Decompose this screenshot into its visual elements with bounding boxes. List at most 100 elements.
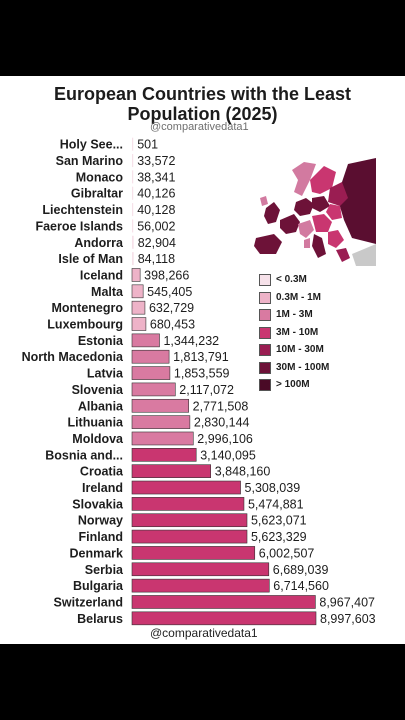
value-label: 501 xyxy=(137,138,158,152)
legend-label: < 0.3M xyxy=(276,274,307,285)
value-label: 5,474,881 xyxy=(248,497,304,511)
category-label: Monaco xyxy=(76,170,124,184)
legend-swatch xyxy=(259,344,271,356)
category-label: Iceland xyxy=(80,268,123,282)
watermark-handle-top: @comparativedata1 xyxy=(150,121,249,133)
category-label: Malta xyxy=(91,285,124,299)
europe-map-image xyxy=(252,158,376,266)
bar xyxy=(132,219,134,233)
value-label: 8,997,603 xyxy=(320,612,376,626)
bar xyxy=(132,170,134,184)
legend-swatch xyxy=(259,379,271,391)
legend-label: > 100M xyxy=(276,379,310,390)
value-label: 2,117,072 xyxy=(179,383,234,397)
value-label: 398,266 xyxy=(144,268,189,282)
bar xyxy=(132,235,134,249)
bar xyxy=(131,595,316,609)
bar xyxy=(131,382,176,397)
category-label: Andorra xyxy=(74,236,124,250)
category-label: Isle of Man xyxy=(58,252,123,266)
bar xyxy=(132,137,134,151)
legend-swatch xyxy=(259,274,271,286)
bar xyxy=(131,546,256,560)
bar xyxy=(131,317,147,331)
value-label: 6,714,560 xyxy=(273,579,329,593)
bar xyxy=(131,529,248,544)
category-label: Belarus xyxy=(77,612,123,626)
bar xyxy=(131,431,194,446)
category-label: Croatia xyxy=(80,465,124,479)
legend-label: 3M - 10M xyxy=(276,326,319,338)
watermark-handle-bottom: @comparativedata1 xyxy=(150,626,258,640)
value-label: 5,308,039 xyxy=(245,481,301,495)
bar xyxy=(132,252,134,266)
value-label: 40,128 xyxy=(137,203,175,217)
category-label: Liechtenstein xyxy=(42,203,123,217)
category-label: Gibraltar xyxy=(71,187,123,201)
value-label: 5,623,329 xyxy=(251,530,307,544)
bar xyxy=(131,349,170,364)
legend-label: 30M - 100M xyxy=(276,361,330,373)
value-label: 3,848,160 xyxy=(215,465,271,479)
category-label: Luxembourg xyxy=(47,318,123,332)
category-label: Finland xyxy=(79,530,123,544)
bar xyxy=(131,333,160,348)
category-label: Latvia xyxy=(87,367,124,381)
category-label: Bulgaria xyxy=(73,579,124,593)
value-label: 6,002,507 xyxy=(259,546,315,560)
category-label: Montenegro xyxy=(51,301,123,315)
value-label: 2,996,106 xyxy=(197,432,253,446)
bar xyxy=(131,415,191,429)
category-label: Albania xyxy=(78,399,124,413)
legend-swatch xyxy=(259,309,271,321)
legend-swatch xyxy=(259,361,271,374)
title-line-2: Population (2025) xyxy=(127,104,278,124)
category-label: Holy See... xyxy=(60,138,123,152)
title-line-1: European Countries with the Least xyxy=(53,84,352,104)
bar xyxy=(132,186,134,200)
category-label: Slovenia xyxy=(72,383,124,397)
category-label: Switzerland xyxy=(54,595,123,609)
bar xyxy=(131,398,189,413)
bar xyxy=(131,578,270,593)
value-label: 2,830,144 xyxy=(194,416,250,430)
category-label: North Macedonia xyxy=(22,350,124,364)
value-label: 1,853,559 xyxy=(174,367,230,381)
value-label: 545,405 xyxy=(147,285,192,299)
category-label: Moldova xyxy=(72,432,124,446)
legend-swatch xyxy=(259,291,271,304)
bar xyxy=(131,464,211,478)
legend-label: 1M - 3M xyxy=(276,309,313,320)
bar xyxy=(132,154,134,168)
value-label: 632,729 xyxy=(149,301,194,315)
category-label: Norway xyxy=(78,514,123,528)
legend-label: 0.3M - 1M xyxy=(276,291,322,303)
chart-title: European Countries with the Least Popula… xyxy=(0,84,405,124)
chart-panel: European Countries with the Least Popula… xyxy=(0,76,405,644)
value-label: 8,967,407 xyxy=(319,595,375,609)
bar xyxy=(131,300,146,315)
value-label: 1,344,232 xyxy=(163,334,219,348)
bar-chart: Holy See... 501 San Marino 33,572 Monaco 38,3… xyxy=(22,137,376,626)
category-label: Ireland xyxy=(82,481,123,495)
value-label: 40,126 xyxy=(137,187,175,201)
bar xyxy=(131,284,144,299)
value-label: 6,689,039 xyxy=(273,563,329,577)
value-label: 56,002 xyxy=(137,219,175,233)
value-label: 33,572 xyxy=(137,154,175,168)
bar xyxy=(131,611,317,626)
category-label: Faeroe Islands xyxy=(35,219,123,233)
bar xyxy=(131,448,197,462)
value-label: 2,771,508 xyxy=(193,399,249,413)
category-label: Lithuania xyxy=(67,416,124,430)
value-label: 5,623,071 xyxy=(251,514,307,528)
bar xyxy=(131,562,270,577)
value-label: 82,904 xyxy=(138,236,176,250)
bar xyxy=(132,203,134,217)
value-label: 38,341 xyxy=(137,170,175,184)
category-label: Slovakia xyxy=(72,497,124,511)
legend-swatch xyxy=(259,326,271,339)
bar xyxy=(131,480,241,495)
value-label: 680,453 xyxy=(150,318,195,332)
category-label: Estonia xyxy=(78,334,124,348)
